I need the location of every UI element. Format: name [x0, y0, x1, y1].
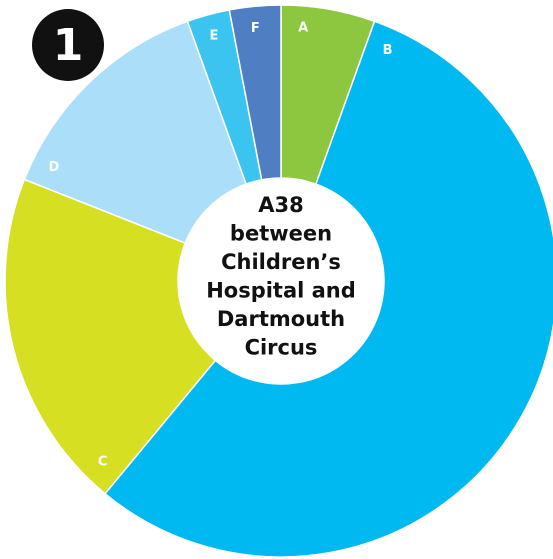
center-label: Hospital and [206, 278, 356, 302]
badge-number: 1 [53, 20, 84, 71]
donut-hole [178, 178, 384, 384]
slice-label: D [48, 160, 59, 175]
slice-label: B [383, 43, 393, 58]
slice-label: E [210, 29, 219, 44]
center-label: between [230, 221, 332, 245]
slice-label: A [298, 20, 308, 35]
center-label: Circus [245, 335, 318, 359]
center-label: Children’s [221, 250, 341, 274]
slice-label: F [251, 21, 260, 36]
slice-label: C [98, 454, 108, 469]
donut-slice [4, 178, 217, 495]
center-label: A38 [258, 193, 303, 217]
center-label: Dartmouth [217, 307, 345, 331]
badge [32, 9, 104, 81]
